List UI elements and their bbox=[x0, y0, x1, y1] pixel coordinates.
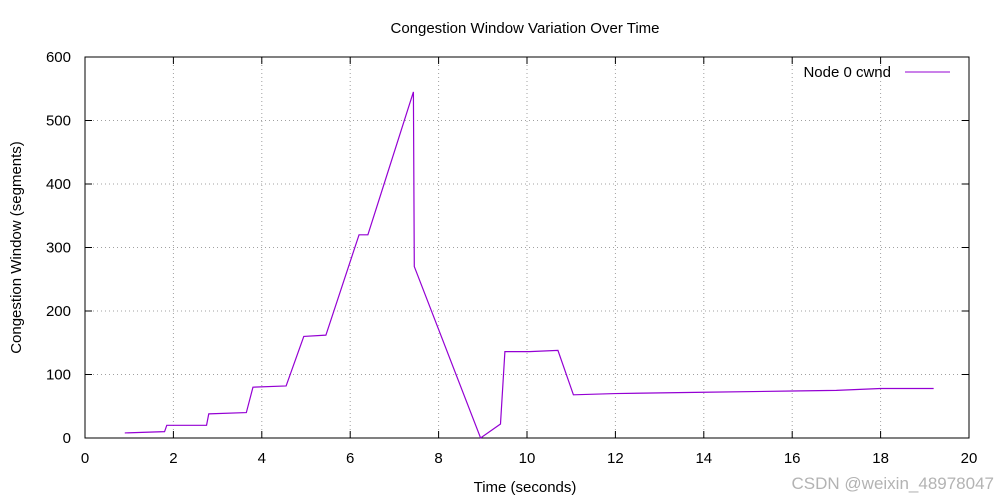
x-tick-label: 14 bbox=[695, 450, 712, 467]
x-tick-label: 10 bbox=[519, 450, 536, 467]
y-axis-label: Congestion Window (segments) bbox=[8, 141, 25, 354]
series-line-node-0-cwnd bbox=[124, 91, 934, 439]
watermark: CSDN @weixin_48978047 bbox=[791, 474, 994, 493]
y-tick-label: 600 bbox=[46, 49, 71, 66]
y-tick-label: 400 bbox=[46, 176, 71, 193]
y-tick-label: 300 bbox=[46, 240, 71, 257]
x-tick-label: 0 bbox=[81, 450, 89, 467]
x-tick-label: 2 bbox=[169, 450, 177, 467]
y-tick-label: 500 bbox=[46, 113, 71, 130]
x-axis-label: Time (seconds) bbox=[474, 479, 577, 496]
grid bbox=[85, 57, 969, 438]
x-tick-label: 12 bbox=[607, 450, 624, 467]
x-tick-label: 6 bbox=[346, 450, 354, 467]
y-tick-label: 200 bbox=[46, 303, 71, 320]
x-tick-label: 4 bbox=[258, 450, 266, 467]
x-tick-label: 8 bbox=[434, 450, 442, 467]
y-tick-label: 100 bbox=[46, 367, 71, 384]
x-tick-label: 20 bbox=[961, 450, 978, 467]
legend: Node 0 cwnd bbox=[803, 64, 950, 81]
legend-label: Node 0 cwnd bbox=[803, 64, 891, 81]
x-tick-label: 18 bbox=[872, 450, 889, 467]
series-layer bbox=[124, 91, 934, 439]
y-tick-label: 0 bbox=[63, 430, 71, 447]
chart-title: Congestion Window Variation Over Time bbox=[390, 20, 659, 37]
x-tick-label: 16 bbox=[784, 450, 801, 467]
